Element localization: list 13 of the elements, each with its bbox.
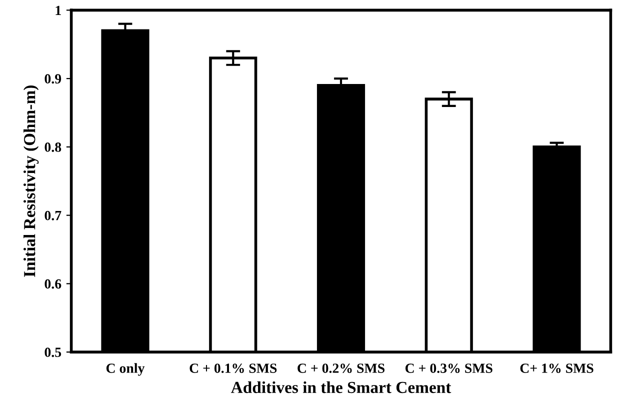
x-tick-label: C+ 1% SMS bbox=[520, 364, 594, 373]
x-tick-label: C + 0.1% SMS bbox=[190, 364, 277, 373]
y-tick-label: 0.7 bbox=[44, 210, 62, 220]
y-tick-label: 0.5 bbox=[44, 348, 62, 358]
x-tick-label: C + 0.2% SMS bbox=[298, 364, 384, 373]
y-tick-label: 0.9 bbox=[44, 74, 62, 84]
y-tick-label: 0.6 bbox=[44, 279, 62, 289]
x-axis-title: Additives in the Smart Cement bbox=[230, 381, 452, 394]
y-axis-title: Initial Resistivity (Ohm-m) bbox=[24, 86, 39, 277]
x-tick-label: C only bbox=[106, 363, 145, 376]
y-tick-label: 1 bbox=[56, 6, 61, 15]
y-tick-label: 0.8 bbox=[44, 142, 62, 152]
x-tick-label: C + 0.3% SMS bbox=[405, 364, 492, 373]
